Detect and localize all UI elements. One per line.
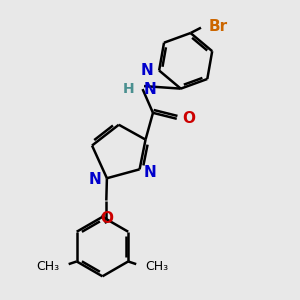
Text: N: N — [140, 63, 153, 78]
Text: Br: Br — [209, 19, 228, 34]
Text: N: N — [89, 172, 102, 187]
Text: N: N — [143, 165, 156, 180]
Text: H: H — [123, 82, 134, 96]
Text: N: N — [143, 82, 156, 97]
Text: O: O — [100, 212, 113, 226]
Text: CH₃: CH₃ — [37, 260, 60, 273]
Text: CH₃: CH₃ — [145, 260, 168, 273]
Text: O: O — [183, 111, 196, 126]
